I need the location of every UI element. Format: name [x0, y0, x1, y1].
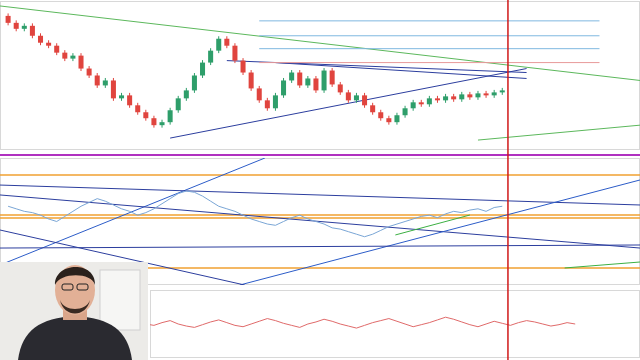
candle-body [95, 76, 100, 86]
candle-body [289, 73, 294, 81]
candle-body [451, 96, 456, 99]
trend-line [259, 48, 599, 49]
trend-line [259, 35, 599, 36]
webcam-face [55, 265, 95, 315]
candle-body [403, 108, 408, 115]
webcam-hair [55, 267, 95, 285]
candle-body [87, 69, 92, 76]
candle-body [208, 51, 213, 63]
candle-body [111, 80, 116, 98]
candle-body [257, 88, 262, 100]
candle-body [475, 93, 480, 97]
trend-line [565, 262, 640, 268]
candle-body [224, 39, 229, 46]
candle-body [297, 73, 302, 86]
candle-body [378, 112, 383, 118]
candle-body [394, 115, 399, 122]
candle-body [143, 112, 148, 118]
level-line [0, 214, 640, 216]
plot-area [0, 6, 640, 140]
webcam-glasses-right [77, 284, 88, 290]
candle-body [62, 53, 67, 59]
candle-body [151, 118, 156, 125]
candle-body [192, 76, 197, 91]
candle-body [492, 92, 497, 95]
candle-body [305, 78, 310, 85]
candle-body [38, 36, 43, 43]
candle-body [281, 80, 286, 95]
trend-line [170, 69, 526, 139]
trend-line [0, 185, 640, 205]
plot-area [150, 317, 575, 328]
webcam-overlay [0, 262, 148, 360]
candle-body [346, 92, 351, 100]
candle-body [435, 98, 440, 100]
candle-body [411, 102, 416, 108]
trend-line [0, 158, 265, 265]
trend-line [259, 20, 599, 21]
candle-body [127, 95, 132, 105]
trend-line [0, 6, 640, 81]
candle-body [467, 94, 472, 97]
candle-body [176, 98, 181, 110]
cursor-line [507, 0, 509, 360]
chart-svg [0, 0, 640, 360]
indicator-line [150, 317, 575, 328]
plot-frame [151, 291, 640, 358]
trend-line [478, 125, 640, 140]
candle-body [200, 63, 205, 76]
trend-line [259, 62, 599, 63]
panel-separator [0, 154, 640, 156]
candle-body [330, 71, 335, 85]
candle-body [232, 46, 237, 61]
candle-body [265, 100, 270, 108]
candle-body [484, 93, 489, 95]
candle-body [427, 98, 432, 104]
webcam-window [100, 270, 140, 330]
trend-line [0, 245, 640, 248]
candle-body [160, 122, 165, 125]
candle-body [14, 23, 19, 29]
trend-line [395, 215, 470, 235]
chart-root [0, 0, 640, 360]
candle-body [46, 43, 51, 46]
webcam-beard [60, 300, 90, 314]
candle-body [386, 118, 391, 122]
candle-body [103, 80, 108, 85]
level-line [0, 174, 640, 176]
candle-body [168, 110, 173, 122]
candle-body [273, 95, 278, 108]
candle-body [362, 95, 367, 105]
level-line [0, 217, 640, 219]
candle-body [419, 102, 424, 104]
candle-body [313, 78, 318, 90]
candle-body [322, 71, 327, 91]
candle-body [459, 94, 464, 99]
trend-line [0, 195, 640, 248]
candle-body [354, 95, 359, 100]
background [0, 0, 640, 360]
webcam-glasses-left [62, 284, 73, 290]
candle-body [184, 90, 189, 98]
candle-body [216, 39, 221, 51]
trend-line [240, 180, 640, 285]
candle-body [500, 90, 505, 92]
indicator-line [8, 191, 502, 237]
candle-body [54, 46, 59, 53]
candle-body [79, 56, 84, 69]
plot-frame [1, 2, 640, 150]
webcam-background [0, 262, 148, 360]
candle-body [338, 84, 343, 92]
candle-body [70, 56, 75, 59]
candle-body [370, 105, 375, 112]
candle-body [241, 61, 246, 73]
candle-body [22, 26, 27, 29]
candle-body [119, 95, 124, 98]
webcam-shirt [18, 316, 132, 360]
candle-body [30, 26, 35, 36]
candle-body [249, 73, 254, 89]
candle-body [6, 16, 11, 23]
candle-body [135, 105, 140, 112]
candle-body [443, 96, 448, 100]
